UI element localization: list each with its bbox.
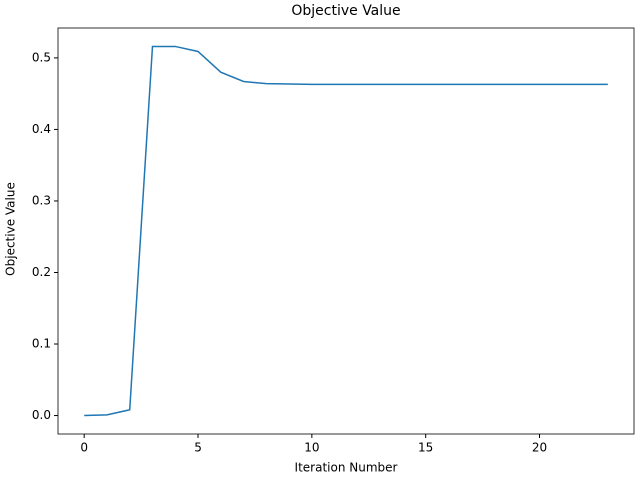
x-tick-label: 15 bbox=[418, 441, 433, 455]
x-tick-label: 0 bbox=[80, 441, 88, 455]
x-tick-label: 5 bbox=[194, 441, 202, 455]
y-tick-label: 0.0 bbox=[32, 408, 51, 422]
y-tick-label: 0.3 bbox=[32, 193, 51, 207]
plot-frame bbox=[57, 27, 635, 435]
y-tick-label: 0.1 bbox=[32, 337, 51, 351]
y-tick-label: 0.5 bbox=[32, 50, 51, 64]
y-axis-label: Objective Value bbox=[4, 182, 18, 276]
x-tick-label: 10 bbox=[304, 441, 319, 455]
x-axis-label: Iteration Number bbox=[295, 461, 398, 475]
line-series bbox=[84, 45, 608, 417]
y-tick-label: 0.2 bbox=[32, 265, 51, 279]
y-tick-label: 0.4 bbox=[32, 122, 51, 136]
x-tick-label: 20 bbox=[532, 441, 547, 455]
chart-title: Objective Value bbox=[291, 3, 400, 19]
